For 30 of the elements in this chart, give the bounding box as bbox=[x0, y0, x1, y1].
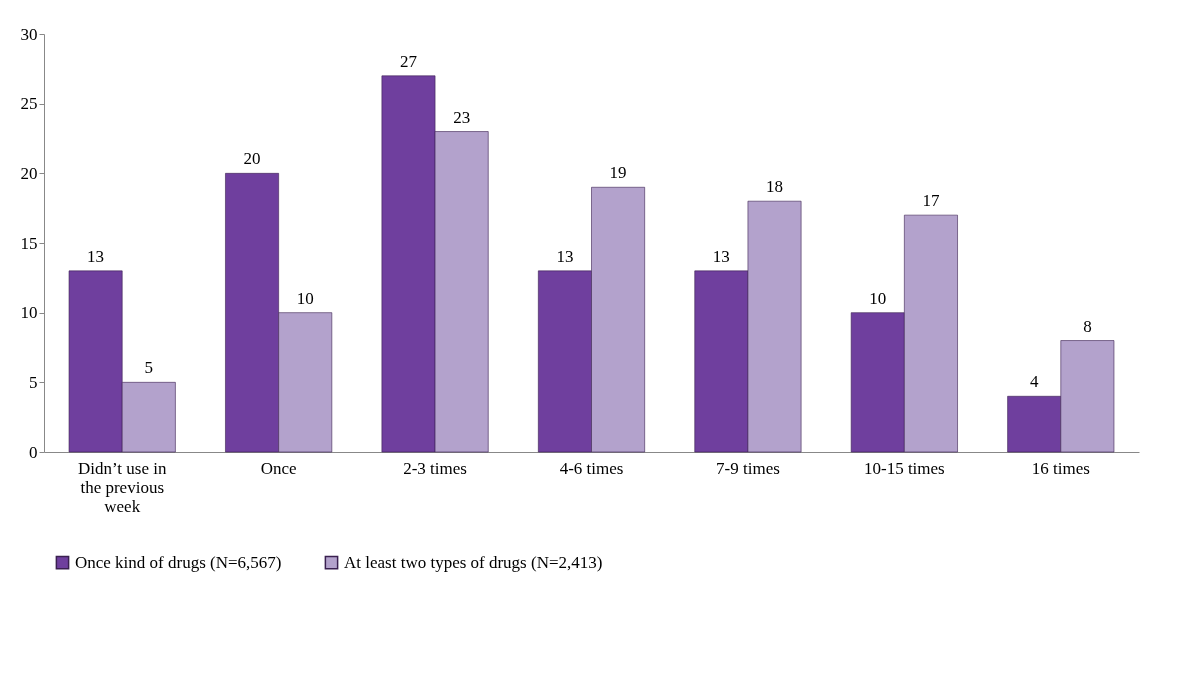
data-label: 10 bbox=[869, 288, 887, 308]
y-tick-label: 0 bbox=[29, 442, 38, 462]
data-label: 13 bbox=[712, 246, 730, 266]
x-tick-label: 10-15 times bbox=[863, 458, 945, 478]
y-tick-label: 5 bbox=[29, 372, 38, 392]
data-label: 8 bbox=[1083, 316, 1092, 336]
legend-label: At least two types of drugs (N=2,413) bbox=[344, 552, 603, 572]
x-tick-label: Once bbox=[260, 458, 297, 478]
y-tick-label: 25 bbox=[20, 94, 38, 114]
data-label: 27 bbox=[399, 51, 418, 71]
x-tick-label: Didn’t use in the previous week bbox=[77, 458, 167, 516]
data-label: 4 bbox=[1029, 372, 1039, 392]
legend-label: Once kind of drugs (N=6,567) bbox=[75, 552, 282, 572]
y-tick-label: 20 bbox=[20, 163, 38, 183]
data-label: 13 bbox=[87, 246, 105, 266]
x-tick-label: 16 times bbox=[1031, 458, 1090, 478]
y-tick-label: 30 bbox=[20, 24, 38, 44]
x-tick-label: 7-9 times bbox=[716, 458, 780, 478]
y-tick-label: 10 bbox=[20, 303, 38, 323]
data-label: 13 bbox=[556, 246, 574, 266]
data-label: 20 bbox=[243, 149, 261, 169]
x-tick-label: 4-6 times bbox=[559, 458, 624, 478]
data-label: 5 bbox=[144, 358, 154, 378]
data-label: 17 bbox=[922, 191, 940, 211]
data-label: 19 bbox=[609, 163, 627, 183]
data-label: 10 bbox=[296, 288, 314, 308]
x-tick-label: 2-3 times bbox=[403, 458, 467, 478]
data-label: 23 bbox=[453, 107, 471, 127]
data-label: 18 bbox=[766, 177, 784, 197]
y-tick-label: 15 bbox=[20, 233, 38, 253]
